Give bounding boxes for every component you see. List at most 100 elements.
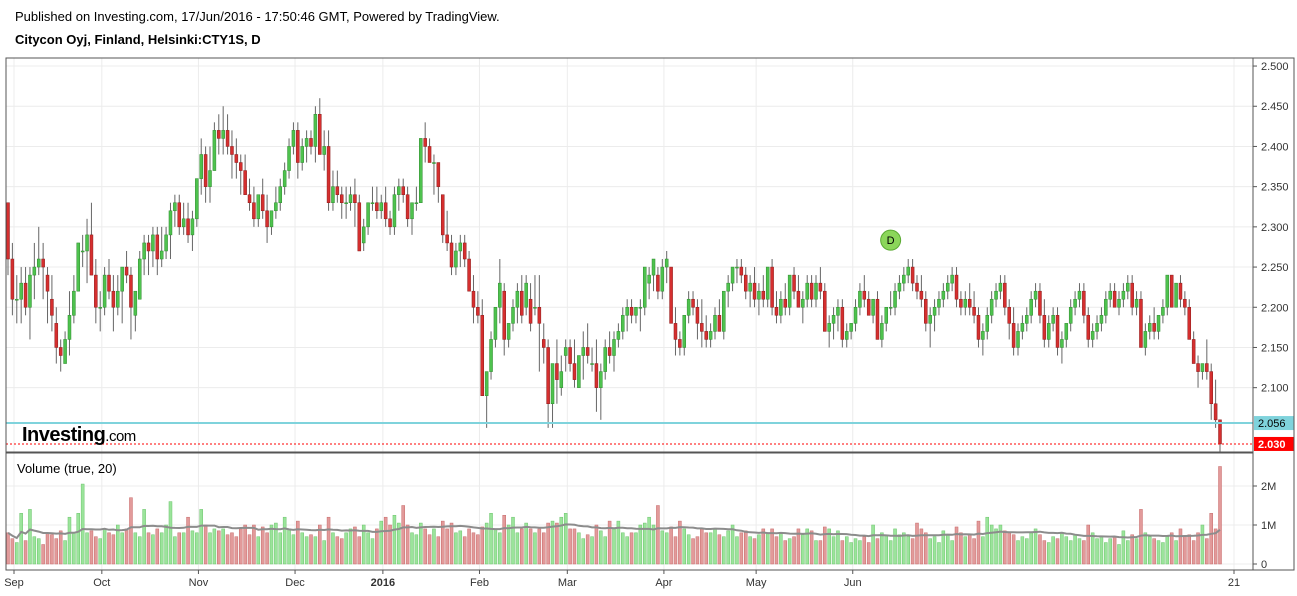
volume-bar xyxy=(590,536,594,565)
logo-main: Investing xyxy=(22,424,106,446)
volume-bar xyxy=(770,528,774,565)
volume-bar xyxy=(660,530,665,565)
candle-up xyxy=(1025,315,1029,324)
volume-bar xyxy=(1095,538,1099,565)
candle-down xyxy=(23,282,28,308)
candle-down xyxy=(423,138,427,147)
volume-bar xyxy=(383,516,388,565)
volume-bar xyxy=(45,532,50,565)
volume-bar xyxy=(300,532,304,565)
volume-bar xyxy=(50,534,54,565)
candle-up xyxy=(612,339,616,356)
volume-bar xyxy=(792,536,796,565)
candle-down xyxy=(238,162,243,171)
candle-up xyxy=(515,290,520,308)
volume-bar xyxy=(493,528,498,565)
candle-down xyxy=(1139,298,1143,348)
volume-bar xyxy=(621,532,625,565)
volume-bar xyxy=(1218,466,1222,565)
candle-down xyxy=(107,274,111,292)
candle-up xyxy=(181,218,186,228)
candle-up xyxy=(379,202,384,212)
volume-bar xyxy=(243,524,247,565)
candle-down xyxy=(1213,403,1218,421)
candle-down xyxy=(572,363,577,380)
volume-bar xyxy=(945,534,950,565)
volume-bar xyxy=(594,524,599,565)
grid-lines xyxy=(6,58,1253,570)
volume-bar xyxy=(603,536,607,565)
volume-bar xyxy=(6,532,10,565)
dividend-marker xyxy=(880,229,902,251)
volume-bar xyxy=(296,520,300,565)
volume-bar xyxy=(1134,538,1139,565)
volume-bar xyxy=(941,530,946,565)
volume-bar xyxy=(1020,536,1025,565)
symbol-title: Citycon Oyj, Finland, Helsinki:CTY1S, D xyxy=(15,32,261,47)
volume-bar xyxy=(919,528,924,565)
volume-bar xyxy=(177,532,182,565)
volume-bar xyxy=(476,534,480,565)
candle-down xyxy=(177,202,182,228)
volume-bar xyxy=(686,534,691,565)
volume-bar xyxy=(339,538,344,565)
candle-down xyxy=(436,162,441,187)
candle-up xyxy=(779,298,783,316)
volume-bar xyxy=(550,520,555,565)
volume-bar xyxy=(436,536,441,565)
volume-bar xyxy=(528,528,533,565)
candle-up xyxy=(1143,331,1148,348)
volume-bar xyxy=(1112,536,1117,565)
volume-bar xyxy=(440,520,445,565)
candle-down xyxy=(678,339,682,348)
volume-bar xyxy=(559,516,564,565)
candle-up xyxy=(989,298,994,316)
candle-down xyxy=(471,290,476,308)
volume-bar xyxy=(168,501,173,565)
candle-up xyxy=(647,274,651,284)
volume-bar xyxy=(669,526,673,565)
candle-down xyxy=(230,146,234,155)
volume-bar xyxy=(41,544,45,565)
volume-bar xyxy=(823,526,827,565)
candle-down xyxy=(717,315,722,332)
volume-bar xyxy=(1183,536,1187,565)
investing-logo: Investing.com xyxy=(22,424,136,447)
candle-up xyxy=(199,154,203,179)
candle-up xyxy=(1161,307,1165,316)
volume-bar xyxy=(427,534,432,565)
volume-bar xyxy=(1200,524,1205,565)
volume-bar xyxy=(937,542,941,565)
volume-bar xyxy=(291,534,296,565)
candle-up xyxy=(28,274,32,308)
candle-down xyxy=(155,234,160,260)
candle-down xyxy=(401,186,405,195)
candle-up xyxy=(928,315,932,324)
volume-bar xyxy=(195,532,199,565)
volume-bar xyxy=(269,524,274,565)
candle-up xyxy=(1064,323,1069,340)
candle-down xyxy=(840,307,845,340)
candle-up xyxy=(370,202,375,204)
candle-down xyxy=(792,274,796,292)
candle-down xyxy=(1191,339,1196,364)
volume-layer xyxy=(6,466,1222,565)
candle-up xyxy=(212,130,217,171)
candle-down xyxy=(1038,290,1042,316)
volume-bar xyxy=(173,536,177,565)
volume-bar xyxy=(1046,542,1051,565)
candle-up xyxy=(906,266,910,276)
candle-down xyxy=(309,138,313,147)
volume-bar xyxy=(875,538,880,565)
volume-bar xyxy=(1099,536,1104,565)
candle-down xyxy=(339,194,344,203)
volume-bar xyxy=(458,530,463,565)
volume-bar xyxy=(357,536,362,565)
volume-bar xyxy=(419,522,423,565)
candle-down xyxy=(1082,290,1086,316)
candle-down xyxy=(866,298,871,316)
candle-up xyxy=(722,290,726,332)
price-tick-label: 2.200 xyxy=(1261,302,1289,314)
candle-up xyxy=(15,298,19,301)
volume-bar xyxy=(116,524,120,565)
